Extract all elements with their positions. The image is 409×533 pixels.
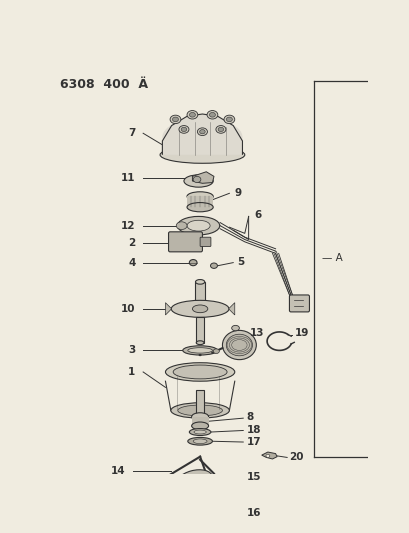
Ellipse shape [173,365,227,379]
Text: 18: 18 [246,425,260,435]
FancyBboxPatch shape [187,196,213,207]
Ellipse shape [184,475,203,488]
Ellipse shape [191,413,208,421]
Ellipse shape [170,115,180,124]
Ellipse shape [187,203,213,212]
Ellipse shape [171,301,229,317]
Ellipse shape [189,260,197,265]
Text: 14: 14 [110,465,125,475]
Ellipse shape [160,147,244,163]
Polygon shape [261,452,276,459]
Ellipse shape [231,325,239,331]
Text: — A: — A [321,253,342,263]
Polygon shape [228,303,234,315]
Text: 13: 13 [249,328,263,338]
Ellipse shape [223,115,234,124]
Ellipse shape [177,216,219,235]
Ellipse shape [191,422,208,430]
Ellipse shape [187,438,212,445]
Polygon shape [192,172,213,183]
Ellipse shape [198,354,201,356]
Ellipse shape [202,482,210,488]
Ellipse shape [165,363,234,381]
Text: 12: 12 [121,221,135,231]
Text: 7: 7 [128,128,135,138]
Ellipse shape [172,117,178,122]
Text: 17: 17 [246,437,260,447]
Ellipse shape [199,130,204,134]
Ellipse shape [207,110,217,119]
Ellipse shape [193,507,198,511]
Ellipse shape [210,263,217,269]
FancyBboxPatch shape [168,232,202,252]
Text: 10: 10 [121,304,135,314]
Text: 11: 11 [121,173,135,183]
Text: 2: 2 [128,238,135,248]
Ellipse shape [176,222,187,230]
Ellipse shape [193,439,207,443]
Text: 5: 5 [236,257,244,267]
Ellipse shape [189,112,195,117]
Ellipse shape [196,341,203,345]
Text: 9: 9 [234,188,241,198]
Ellipse shape [178,126,189,133]
Ellipse shape [222,330,256,360]
Ellipse shape [181,127,186,132]
Ellipse shape [182,346,217,355]
Ellipse shape [216,126,225,133]
FancyBboxPatch shape [196,317,203,343]
Text: 3: 3 [128,345,135,356]
Ellipse shape [195,280,204,284]
FancyBboxPatch shape [196,391,203,414]
Ellipse shape [193,176,200,182]
Ellipse shape [178,405,222,416]
Ellipse shape [193,430,206,434]
Ellipse shape [162,118,242,156]
Polygon shape [165,303,171,315]
FancyBboxPatch shape [289,295,309,312]
Ellipse shape [226,334,252,356]
FancyBboxPatch shape [191,417,208,426]
Polygon shape [162,114,242,155]
FancyBboxPatch shape [200,237,210,246]
Ellipse shape [226,117,232,122]
Text: 8: 8 [246,413,253,422]
Text: 6: 6 [254,210,261,220]
Ellipse shape [187,110,197,119]
Ellipse shape [213,349,219,353]
Text: 16: 16 [246,508,260,518]
Ellipse shape [171,403,229,418]
Ellipse shape [187,348,212,353]
Ellipse shape [209,112,215,117]
Text: 1: 1 [128,367,135,377]
Ellipse shape [184,175,213,187]
Text: 19: 19 [294,328,308,338]
Ellipse shape [193,499,199,504]
Text: 20: 20 [289,453,303,463]
Ellipse shape [187,192,213,201]
Ellipse shape [192,305,207,313]
Ellipse shape [187,220,210,231]
Ellipse shape [189,429,210,435]
Ellipse shape [197,128,207,135]
Text: 6308  400  Ä: 6308 400 Ä [60,78,148,91]
FancyBboxPatch shape [195,282,204,309]
Text: 15: 15 [246,472,260,482]
Text: 4: 4 [128,257,135,268]
Ellipse shape [218,127,223,132]
Ellipse shape [175,470,212,493]
Ellipse shape [265,454,269,457]
